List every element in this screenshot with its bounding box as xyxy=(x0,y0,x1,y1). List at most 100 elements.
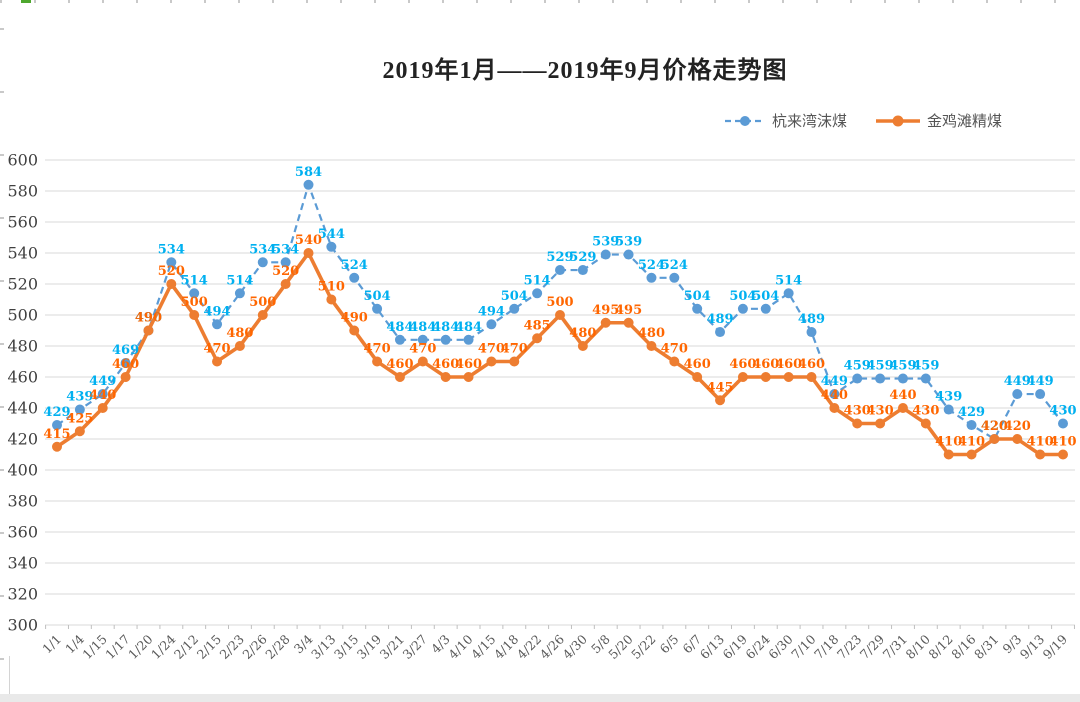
data-point-0 xyxy=(1012,389,1023,400)
data-point-1 xyxy=(897,403,908,413)
data-point-0 xyxy=(326,241,337,252)
data-point-0 xyxy=(394,334,405,345)
data-label-1: 520 xyxy=(272,264,299,279)
data-point-1 xyxy=(280,279,291,289)
chart-title: 2019年1月——2019年9月价格走势图 xyxy=(382,58,788,84)
data-point-1 xyxy=(852,418,863,429)
data-point-0 xyxy=(577,265,588,276)
y-axis-tick-label: 300 xyxy=(7,616,38,635)
data-point-1 xyxy=(486,356,497,367)
sheet-edge-ticks-left xyxy=(0,28,4,668)
data-label-1: 490 xyxy=(135,311,162,326)
data-label-0: 459 xyxy=(912,359,939,374)
data-label-0: 494 xyxy=(203,304,230,319)
data-label-0: 459 xyxy=(844,359,871,374)
data-label-0: 529 xyxy=(546,250,573,265)
x-axis-tick-label: 6/5 xyxy=(657,632,682,657)
data-point-0 xyxy=(440,334,451,345)
data-label-1: 460 xyxy=(432,357,459,372)
data-label-0: 504 xyxy=(684,289,711,304)
legend-label-series-0: 杭来湾沫煤 xyxy=(771,114,847,130)
data-label-0: 439 xyxy=(935,390,962,405)
data-label-0: 504 xyxy=(729,289,756,304)
data-label-1: 470 xyxy=(364,342,391,357)
data-point-0 xyxy=(52,420,62,431)
data-point-0 xyxy=(875,373,886,384)
data-point-1 xyxy=(532,333,543,344)
data-point-1 xyxy=(1058,449,1068,460)
data-label-1: 410 xyxy=(1049,435,1076,450)
legend-item-series-0[interactable]: 杭来湾沫煤 xyxy=(724,110,847,131)
data-label-1: 500 xyxy=(249,295,276,310)
data-point-1 xyxy=(806,372,817,382)
x-axis-tick-label: 7/23 xyxy=(834,631,864,661)
data-point-1 xyxy=(52,441,62,452)
x-axis-tick-label: 3/13 xyxy=(308,631,338,661)
data-point-0 xyxy=(555,265,565,276)
x-axis-tick-label: 4/26 xyxy=(537,631,567,661)
x-axis-tick-label: 9/19 xyxy=(1040,631,1070,661)
data-point-0 xyxy=(166,257,177,268)
data-label-1: 460 xyxy=(386,357,413,372)
data-point-0 xyxy=(852,373,863,384)
data-point-0 xyxy=(486,319,497,330)
data-point-1 xyxy=(737,372,748,382)
x-axis-tick-label: 3/15 xyxy=(331,632,361,662)
x-axis-tick-label: 4/22 xyxy=(514,632,544,662)
y-axis-tick-label: 320 xyxy=(7,585,38,604)
data-label-0: 539 xyxy=(615,235,642,250)
x-axis-tick-label: 3/27 xyxy=(399,631,429,661)
data-label-0: 514 xyxy=(524,273,551,288)
data-point-0 xyxy=(532,288,543,299)
data-label-1: 500 xyxy=(546,295,573,310)
x-axis-tick-label: 1/1 xyxy=(39,632,64,657)
data-label-0: 490 xyxy=(135,311,162,326)
data-label-0: 449 xyxy=(821,374,848,389)
legend-label-series-1: 金鸡滩精煤 xyxy=(926,114,1002,130)
sheet-edge-ticks-top xyxy=(0,0,1080,3)
sheet-edge-bottom-band xyxy=(0,694,1080,702)
data-point-1 xyxy=(1012,434,1023,444)
data-label-0: 459 xyxy=(867,359,894,374)
data-label-0: 584 xyxy=(295,165,322,180)
data-label-0: 469 xyxy=(112,343,139,358)
x-axis-tick-label: 9/13 xyxy=(1017,631,1047,661)
x-axis-tick-label: 8/10 xyxy=(902,631,932,661)
sheet-edge-left-line xyxy=(9,656,10,694)
data-label-1: 425 xyxy=(66,411,93,426)
data-point-0 xyxy=(349,272,360,283)
data-label-0: 439 xyxy=(66,390,93,405)
data-label-1: 410 xyxy=(935,435,962,450)
data-point-0 xyxy=(234,288,245,299)
data-label-1: 470 xyxy=(409,342,436,357)
data-label-0: 514 xyxy=(181,273,208,288)
chart-legend: 杭来湾沫煤 金鸡滩精煤 xyxy=(724,110,1002,131)
data-label-1: 540 xyxy=(295,233,322,248)
data-label-1: 460 xyxy=(798,357,825,372)
y-axis-tick-label: 340 xyxy=(7,554,38,573)
data-label-0: 449 xyxy=(1027,374,1054,389)
data-point-0 xyxy=(715,327,726,338)
data-point-0 xyxy=(600,249,611,260)
data-point-0 xyxy=(829,389,840,400)
data-label-1: 410 xyxy=(958,435,985,450)
data-point-0 xyxy=(760,303,771,314)
data-label-0: 489 xyxy=(798,312,825,327)
x-axis-tick-label: 8/12 xyxy=(925,632,955,662)
data-point-1 xyxy=(829,403,840,413)
data-point-1 xyxy=(143,325,154,336)
data-point-1 xyxy=(920,418,931,429)
data-point-1 xyxy=(326,294,337,305)
x-axis-tick-label: 2/12 xyxy=(171,632,201,662)
data-label-1: 500 xyxy=(181,295,208,310)
data-label-1: 460 xyxy=(112,357,139,372)
data-label-1: 420 xyxy=(981,419,1008,434)
data-point-1 xyxy=(234,341,245,351)
x-axis-tick-label: 8/16 xyxy=(948,631,978,661)
x-axis-tick-label: 7/29 xyxy=(857,631,887,661)
data-label-1: 470 xyxy=(501,342,528,357)
data-label-0: 529 xyxy=(569,250,596,265)
x-axis-tick-label: 4/15 xyxy=(468,632,498,662)
legend-item-series-1[interactable]: 金鸡滩精煤 xyxy=(875,110,1002,131)
y-axis-tick-label: 420 xyxy=(7,430,38,449)
